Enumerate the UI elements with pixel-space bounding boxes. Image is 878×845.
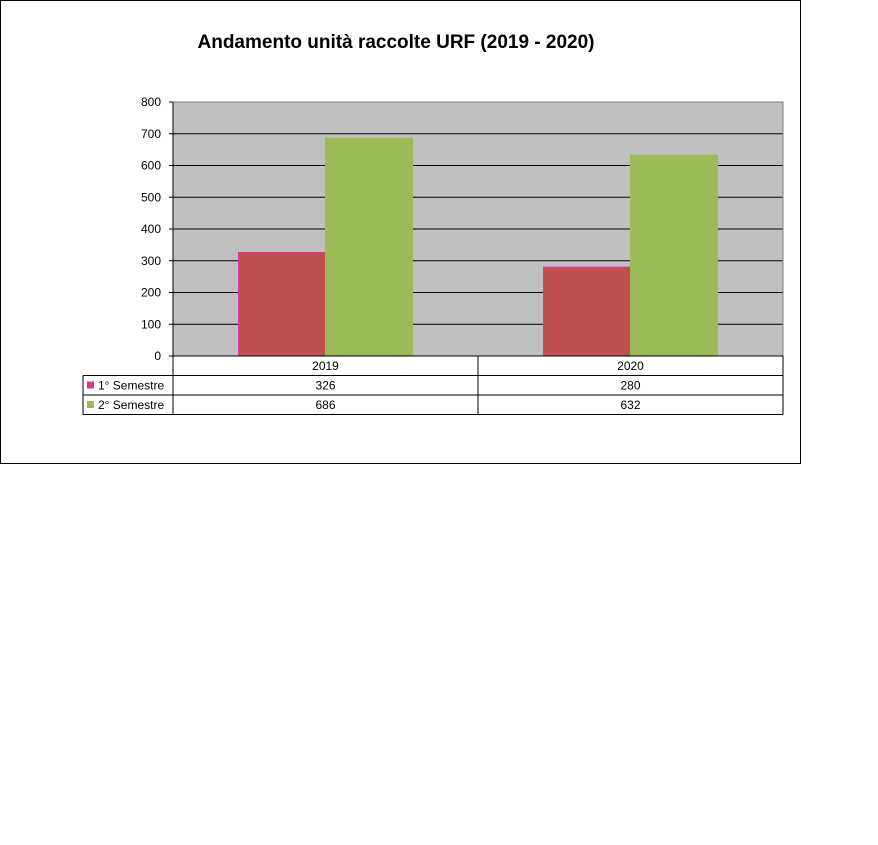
data-label: 632 (620, 398, 640, 412)
bar-1-2020 (543, 266, 631, 357)
y-tick-label: 700 (141, 127, 161, 141)
legend-swatch (87, 401, 94, 408)
legend-label: 2° Semestre (98, 398, 164, 412)
x-tick-label: 2020 (617, 359, 644, 373)
y-tick-label: 100 (141, 317, 161, 331)
chart: Andamento unità raccolte URF (2019 - 202… (82, 32, 784, 415)
data-label: 326 (315, 379, 335, 393)
y-tick-label: 600 (141, 159, 161, 173)
y-tick-label: 800 (141, 95, 161, 109)
chart-frame: Andamento unità raccolte URF (2019 - 202… (0, 0, 801, 464)
y-tick-label: 0 (154, 349, 161, 363)
bar-2-2019 (325, 137, 413, 357)
data-table: 2019 2020 1° Semestre 326 280 2° Semestre 686 6… (82, 355, 784, 415)
chart-title: Andamento unità raccolte URF (2019 - 202… (198, 32, 595, 53)
y-tick-label: 200 (141, 286, 161, 300)
y-tick-label: 300 (141, 254, 161, 268)
y-tick-label: 400 (141, 222, 161, 236)
data-label: 280 (620, 379, 640, 393)
data-label: 686 (315, 398, 335, 412)
x-tick-label: 2019 (312, 359, 339, 373)
bar-1-2019 (238, 251, 326, 357)
y-tick-label: 500 (141, 190, 161, 204)
plot-area: 0 100 200 300 400 500 600 700 800 (141, 95, 784, 363)
legend-swatch (87, 381, 94, 389)
legend-label: 1° Semestre (98, 379, 164, 393)
bar-2-2020 (630, 154, 718, 357)
